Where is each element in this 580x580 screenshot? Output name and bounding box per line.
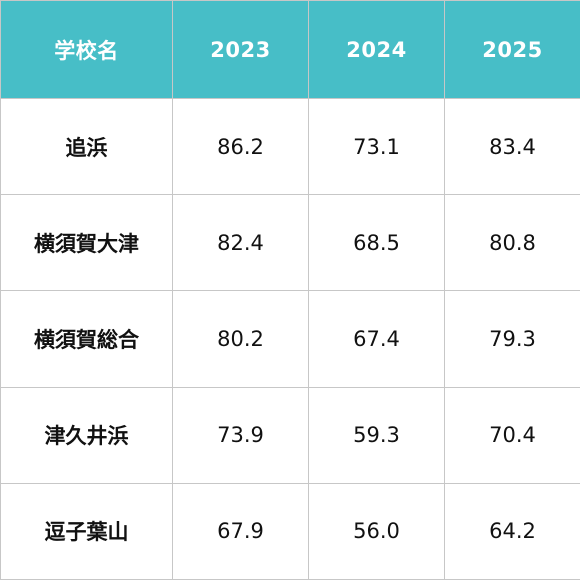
table-header-row: 学校名 2023 2024 2025	[0, 0, 580, 99]
header-year-2025: 2025	[444, 0, 580, 99]
value-cell-2025: 83.4	[444, 97, 580, 196]
header-year-2024: 2024	[308, 0, 445, 99]
table-row: 逗子葉山 67.9 56.0 64.2	[0, 482, 580, 580]
header-year-2023: 2023	[172, 0, 309, 99]
value-cell-2024: 56.0	[308, 482, 445, 580]
value-cell-2023: 73.9	[172, 386, 309, 484]
table-row: 横須賀大津 82.4 68.5 80.8	[0, 194, 580, 292]
table-row: 津久井浜 73.9 59.3 70.4	[0, 386, 580, 484]
value-cell-2024: 73.1	[308, 97, 445, 196]
value-cell-2024: 67.4	[308, 290, 445, 388]
table-row: 追浜 86.2 73.1 83.4	[0, 97, 580, 196]
school-name-cell: 逗子葉山	[0, 482, 173, 580]
table-row: 横須賀総合 80.2 67.4 79.3	[0, 290, 580, 388]
value-cell-2023: 82.4	[172, 194, 309, 292]
value-cell-2023: 80.2	[172, 290, 309, 388]
school-name-cell: 津久井浜	[0, 386, 173, 484]
value-cell-2024: 68.5	[308, 194, 445, 292]
value-cell-2025: 79.3	[444, 290, 580, 388]
value-cell-2025: 80.8	[444, 194, 580, 292]
school-name-cell: 追浜	[0, 97, 173, 196]
value-cell-2023: 67.9	[172, 482, 309, 580]
value-cell-2025: 70.4	[444, 386, 580, 484]
header-school-name: 学校名	[0, 0, 173, 99]
school-name-cell: 横須賀総合	[0, 290, 173, 388]
value-cell-2025: 64.2	[444, 482, 580, 580]
value-cell-2024: 59.3	[308, 386, 445, 484]
school-name-cell: 横須賀大津	[0, 194, 173, 292]
value-cell-2023: 86.2	[172, 97, 309, 196]
